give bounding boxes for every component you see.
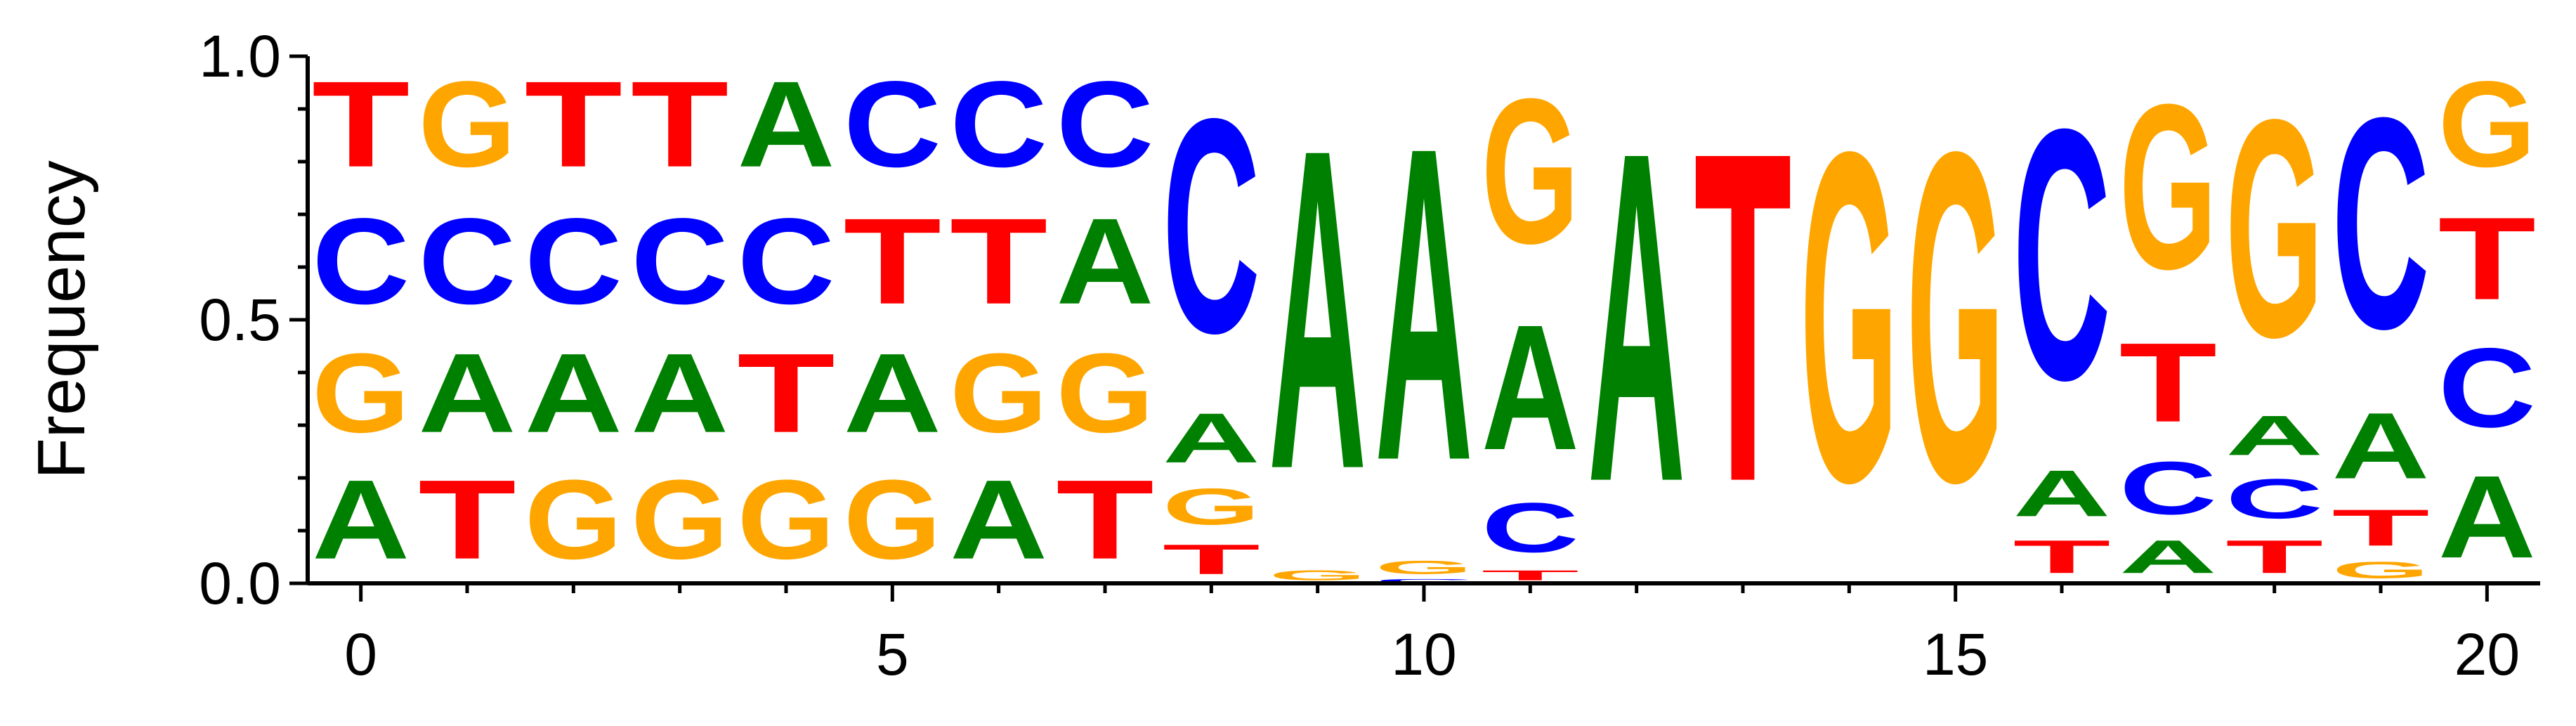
logo-letter-A-pos-19: A [2332,394,2429,498]
logo-letter-C-pos-17: C [2119,446,2217,531]
logo-letter-G-pos-9: G [1269,567,1366,583]
logo-letter-T-pos-6: T [950,193,1047,330]
logo-letter-C-pos-7: C [1056,56,1153,192]
logo-letter-T-pos-3: T [631,56,728,193]
logo-letter-A-pos-18: A [2225,404,2323,467]
logo-letter-A-pos-9: A [1269,53,1366,564]
logo-letter-G-pos-20: G [2438,56,2536,193]
logo-letter-G-pos-5: G [844,457,941,583]
logo-letter-G-pos-10: G [1375,557,1472,578]
logo-letter-C-pos-20: C [2438,324,2536,450]
y-tick-label: 0.0 [199,550,281,616]
logo-letter-G-pos-1: G [418,56,516,193]
logo-letter-T-pos-19: T [2332,499,2429,557]
letter-stacks: AGCTTACGGACTGACTGTCAGATCAGTCTGACTGACGACG… [312,53,2536,583]
logo-letter-G-pos-2: G [525,457,622,583]
logo-letter-A-pos-12: A [1588,55,1685,580]
x-tick-label: 15 [1923,621,1988,687]
logo-letter-G-pos-8: G [1163,478,1260,536]
logo-letter-A-pos-7: A [1056,193,1153,329]
logo-letter-T-pos-17: T [2119,319,2217,446]
x-tick-label: 10 [1391,621,1456,687]
logo-letter-T-pos-16: T [2013,531,2110,583]
logo-letter-T-pos-4: T [737,330,835,456]
logo-letter-A-pos-8: A [1163,398,1260,477]
logo-letter-C-pos-2: C [525,193,622,329]
logo-letter-C-pos-4: C [737,193,835,329]
logo-letter-G-pos-15: G [1907,53,2004,580]
x-tick-label: 5 [876,621,909,687]
logo-letter-C-pos-10: C [1375,578,1472,583]
logo-letter-G-pos-0: G [312,330,410,457]
logo-letter-C-pos-6: C [950,56,1047,192]
logo-letter-A-pos-10: A [1375,53,1472,554]
logo-letter-A-pos-16: A [2013,457,2110,531]
logo-letter-C-pos-0: C [312,193,410,329]
y-tick-label: 0.5 [199,287,281,353]
logo-letter-C-pos-8: C [1163,56,1260,397]
logo-letter-T-pos-13: T [1694,53,1791,579]
logo-letter-G-pos-14: G [1800,53,1898,580]
logo-letter-T-pos-8: T [1163,536,1260,583]
logo-letter-A-pos-20: A [2438,452,2536,583]
logo-letter-C-pos-3: C [631,193,728,329]
logo-letter-T-pos-20: T [2438,193,2536,325]
logo-letter-A-pos-5: A [844,330,941,456]
logo-letter-T-pos-18: T [2225,531,2323,583]
logo-letter-A-pos-11: A [1482,287,1579,487]
logo-letter-G-pos-3: G [631,457,728,583]
logo-letter-G-pos-19: G [2332,557,2429,583]
logo-letter-C-pos-5: C [844,56,941,192]
logo-letter-A-pos-6: A [950,456,1047,583]
logo-letter-T-pos-7: T [1056,456,1153,583]
x-tick-label: 0 [344,621,377,687]
logo-letter-T-pos-2: T [525,56,622,193]
logo-letter-C-pos-18: C [2225,467,2323,531]
logo-letter-G-pos-4: G [737,457,835,583]
logo-letter-A-pos-2: A [525,330,622,456]
logo-letter-G-pos-17: G [2119,55,2217,318]
logo-letter-A-pos-3: A [631,330,728,456]
y-tick-label: 1.0 [199,23,281,89]
logo-letter-G-pos-6: G [950,330,1047,457]
axis-ticks: 0.0 0.5 1.0 0 5 10 15 20 [199,23,2520,687]
x-tick-label: 20 [2454,621,2520,687]
logo-letter-T-pos-11: T [1482,568,1579,583]
logo-letter-C-pos-11: C [1482,488,1579,567]
logo-letter-T-pos-1: T [418,456,516,583]
logo-letter-A-pos-0: A [312,456,410,583]
logo-letter-G-pos-18: G [2225,56,2323,402]
logo-letter-A-pos-1: A [418,330,516,456]
y-axis-label: Frequency [24,160,99,479]
logo-letter-T-pos-0: T [312,56,410,193]
logo-letter-C-pos-19: C [2332,56,2429,391]
logo-letter-A-pos-4: A [737,56,835,192]
logo-letter-T-pos-5: T [844,193,941,330]
logo-letter-G-pos-11: G [1482,55,1579,287]
logo-letter-C-pos-16: C [2013,55,2110,455]
logo-letter-A-pos-17: A [2119,530,2217,583]
logo-letter-C-pos-1: C [418,193,516,329]
logo-letter-G-pos-7: G [1056,330,1153,457]
